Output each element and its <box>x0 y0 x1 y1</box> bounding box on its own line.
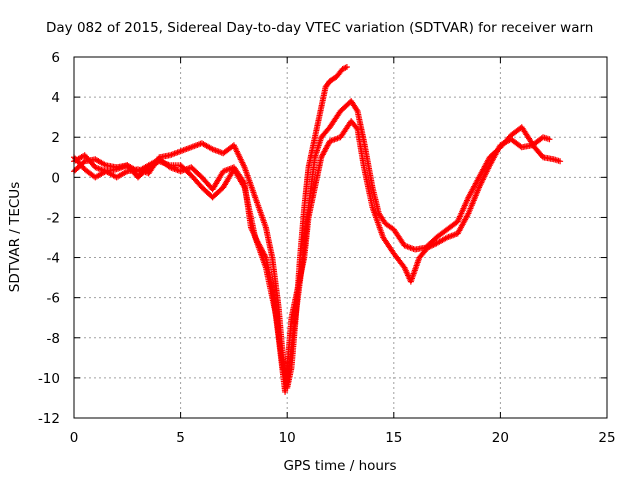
y-tick-label: -8 <box>47 331 60 347</box>
data-point <box>353 124 360 131</box>
x-tick-labels: 0 5 10 15 20 25 <box>70 430 616 446</box>
data-point <box>557 158 564 165</box>
y-axis-label: SDTVAR / TECUs <box>7 182 23 292</box>
x-tick-label: 10 <box>279 430 296 446</box>
y-tick-label: 6 <box>51 50 60 66</box>
data-point <box>546 136 553 143</box>
x-tick-label: 5 <box>176 430 185 446</box>
y-tick-label: -2 <box>47 210 60 226</box>
chart-title: Day 082 of 2015, Sidereal Day-to-day VTE… <box>46 20 593 36</box>
y-tick-label: 2 <box>51 130 60 146</box>
data-point <box>343 64 350 71</box>
plot-frame <box>73 56 608 419</box>
y-tick-label: 4 <box>51 90 60 106</box>
y-tick-label: 0 <box>51 170 60 186</box>
series-trace-c <box>71 118 553 395</box>
axis-ticks <box>73 56 608 419</box>
x-tick-label: 25 <box>598 430 615 446</box>
y-tick-label: -4 <box>47 251 60 267</box>
y-tick-label: -12 <box>38 411 60 427</box>
y-tick-label: -6 <box>47 291 60 307</box>
x-tick-label: 0 <box>70 430 79 446</box>
data-points <box>71 64 564 395</box>
y-tick-labels: -12 -10 -8 -6 -4 -2 0 2 4 6 <box>38 50 60 427</box>
x-tick-label: 20 <box>492 430 509 446</box>
x-axis-label: GPS time / hours <box>283 458 396 474</box>
x-tick-label: 15 <box>385 430 402 446</box>
y-tick-label: -10 <box>38 371 60 387</box>
